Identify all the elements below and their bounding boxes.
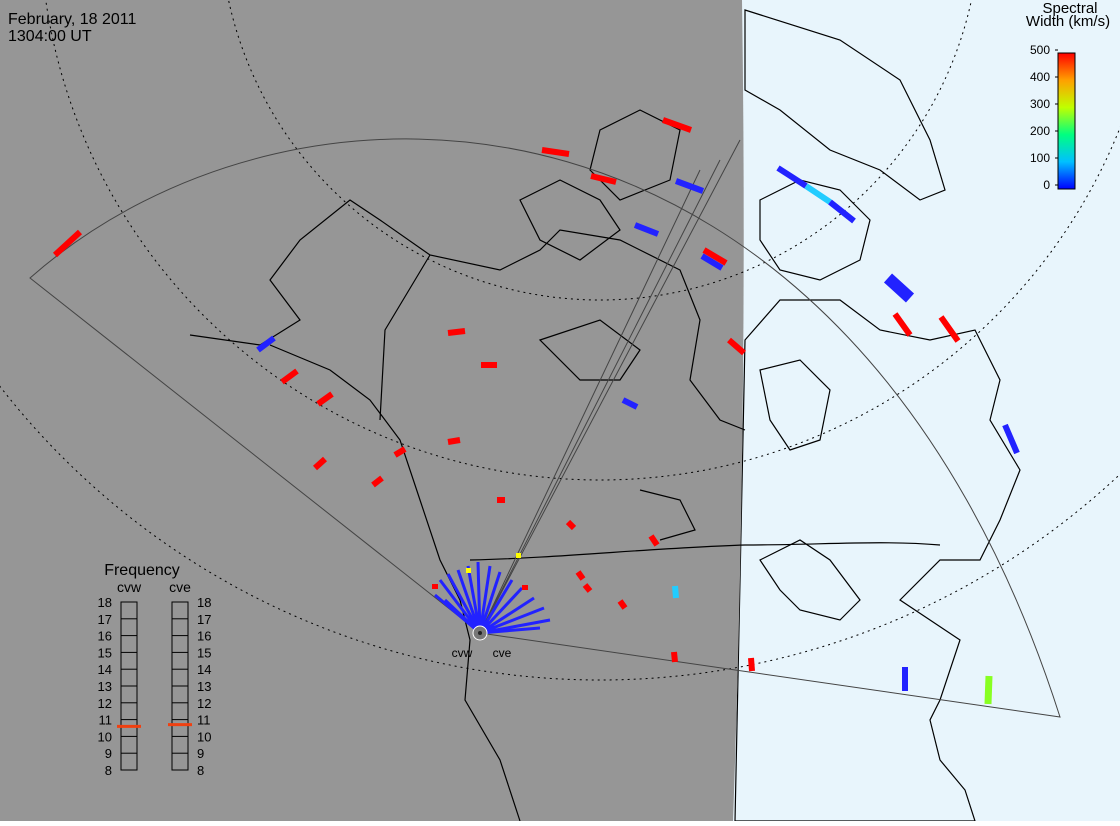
echo	[280, 368, 299, 385]
coast-west	[269, 344, 521, 822]
echo	[256, 335, 276, 353]
colorbar-tick-label: 400	[1030, 70, 1050, 84]
radar-label: cve	[493, 646, 512, 660]
echo	[776, 165, 808, 189]
echo	[671, 651, 678, 663]
frequency-tick-label: 18	[197, 595, 211, 610]
border-yukon	[379, 254, 431, 421]
echo	[312, 456, 328, 471]
land-east	[734, 299, 1021, 822]
echo	[938, 315, 961, 343]
time: 1304:00 UT	[8, 28, 92, 45]
echo	[1002, 423, 1020, 455]
frequency-tick-label: 12	[197, 696, 211, 711]
colorbar-tick-label: 200	[1030, 124, 1050, 138]
frequency-tick-label: 14	[98, 662, 112, 677]
frequency-tick-label: 9	[105, 746, 112, 761]
frequency-tick-label: 10	[98, 729, 112, 744]
echo	[828, 199, 856, 224]
arctic-island	[589, 109, 681, 201]
echo	[590, 173, 617, 185]
echo	[516, 553, 521, 558]
echo	[447, 328, 466, 336]
hudson-east	[759, 359, 831, 451]
freq-radar-name: cvw	[117, 579, 142, 595]
colorbar-tick-label: 500	[1030, 43, 1050, 57]
echo-cluster	[434, 561, 551, 635]
night-side	[0, 0, 744, 821]
echo	[672, 585, 679, 599]
great-lakes	[759, 539, 861, 621]
frequency-tick-label: 10	[197, 729, 211, 744]
frequency-tick-label: 15	[197, 645, 211, 660]
frequency-tick-label: 17	[98, 612, 112, 627]
radar-fan	[29, 138, 1061, 718]
land-baffin	[759, 179, 871, 281]
echo	[432, 584, 438, 589]
echo	[447, 437, 461, 445]
date: February, 18 2011	[8, 11, 136, 28]
frequency-tick-label: 16	[197, 629, 211, 644]
echo	[466, 568, 471, 573]
arctic-island-2	[519, 179, 621, 261]
frequency-tick-label: 12	[98, 696, 112, 711]
border-us-canada	[469, 542, 941, 561]
frequency-tick-label: 8	[105, 763, 112, 778]
echo	[316, 391, 334, 407]
frequency-title: Frequency	[104, 562, 180, 579]
frequency-tick-label: 15	[98, 645, 112, 660]
echo	[727, 337, 746, 356]
echo	[892, 312, 913, 337]
frequency-tick-label: 17	[197, 612, 211, 627]
colorbar-title: Spectral	[1042, 0, 1097, 17]
frequency-tick-label: 13	[98, 679, 112, 694]
frequency-tick-label: 13	[197, 679, 211, 694]
island	[538, 319, 641, 381]
echo	[582, 583, 593, 593]
hudson-south	[639, 489, 696, 541]
radar-label: cvw	[452, 646, 473, 660]
frequency-tick-label: 18	[98, 595, 112, 610]
echo	[984, 675, 993, 705]
colorbar	[1057, 52, 1076, 190]
echo	[674, 178, 705, 194]
frequency-tick-label: 11	[99, 713, 113, 728]
echo	[52, 229, 83, 258]
colorbar-tick-label: 0	[1043, 178, 1050, 192]
land-greenland	[744, 9, 946, 201]
freq-radar-name: cve	[169, 579, 191, 595]
frequency-tick-label: 14	[197, 662, 211, 677]
echo	[748, 657, 755, 672]
echo	[883, 273, 915, 303]
echo	[522, 585, 528, 590]
echo	[633, 222, 660, 237]
echo	[804, 183, 832, 205]
echo	[702, 247, 728, 266]
echo	[621, 397, 639, 410]
coast-north	[189, 199, 746, 431]
echo	[393, 446, 407, 458]
colorbar-tick-label: 300	[1030, 97, 1050, 111]
colorbar-title: Width (km/s)	[1026, 13, 1110, 30]
echo	[648, 534, 660, 547]
echo	[371, 475, 384, 488]
frequency-tick-label: 9	[197, 746, 204, 761]
radar-site-dot	[478, 631, 482, 635]
frequency-tick-label: 16	[98, 629, 112, 644]
frequency-tick-label: 8	[197, 763, 204, 778]
echo	[617, 599, 628, 610]
colorbar-tick-label: 100	[1030, 151, 1050, 165]
echo	[661, 117, 693, 133]
echo	[565, 519, 577, 531]
echo	[575, 570, 586, 581]
frequency-tick-label: 11	[197, 713, 211, 728]
echo	[700, 253, 724, 271]
echo	[541, 147, 570, 157]
